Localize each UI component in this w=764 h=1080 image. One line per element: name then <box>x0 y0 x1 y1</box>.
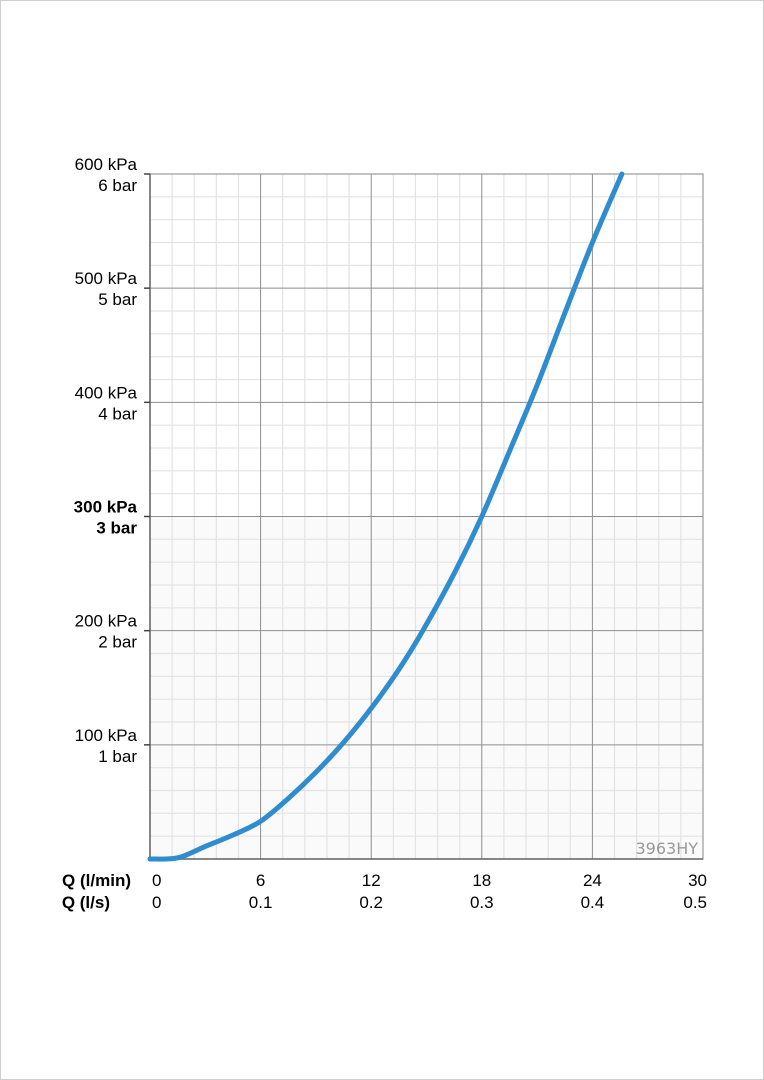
x-tick-label-ls: 0.4 <box>581 893 605 912</box>
y-tick-label-bar: 6 bar <box>98 176 137 195</box>
y-tick-label-bar: 4 bar <box>98 404 137 423</box>
x-tick-label-lmin: 30 <box>688 871 707 890</box>
plot-background-upper <box>150 174 703 517</box>
x-tick-label-lmin: 0 <box>152 871 161 890</box>
watermark-code: 3963HY <box>635 839 698 858</box>
x-tick-label-lmin: 12 <box>362 871 381 890</box>
y-tick-label-bar: 2 bar <box>98 633 137 652</box>
x-tick-label-ls: 0.5 <box>683 893 707 912</box>
x-tick-label-ls: 0 <box>152 893 161 912</box>
y-tick-label-kpa: 300 kPa <box>74 498 138 517</box>
x-tick-label-ls: 0.1 <box>249 893 273 912</box>
x-tick-label-ls: 0.3 <box>470 893 494 912</box>
x-axis-label-ls: Q (l/s) <box>62 893 110 912</box>
y-tick-label-bar: 1 bar <box>98 747 137 766</box>
series-line <box>147 171 625 862</box>
plot-background-lower <box>150 516 703 859</box>
x-tick-label-lmin: 18 <box>472 871 491 890</box>
y-tick-label-kpa: 400 kPa <box>75 383 138 402</box>
y-tick-label-kpa: 100 kPa <box>75 726 138 745</box>
x-axis-label-lmin: Q (l/min) <box>62 871 131 890</box>
y-tick-label-kpa: 500 kPa <box>75 269 138 288</box>
x-tick-label-ls: 0.2 <box>359 893 383 912</box>
x-tick-label-lmin: 24 <box>583 871 602 890</box>
y-tick-label-bar: 5 bar <box>98 290 137 309</box>
y-tick-label-kpa: 600 kPa <box>75 155 138 174</box>
y-tick-label-bar: 3 bar <box>96 519 137 538</box>
x-tick-label-lmin: 6 <box>256 871 265 890</box>
y-tick-label-kpa: 200 kPa <box>75 612 138 631</box>
